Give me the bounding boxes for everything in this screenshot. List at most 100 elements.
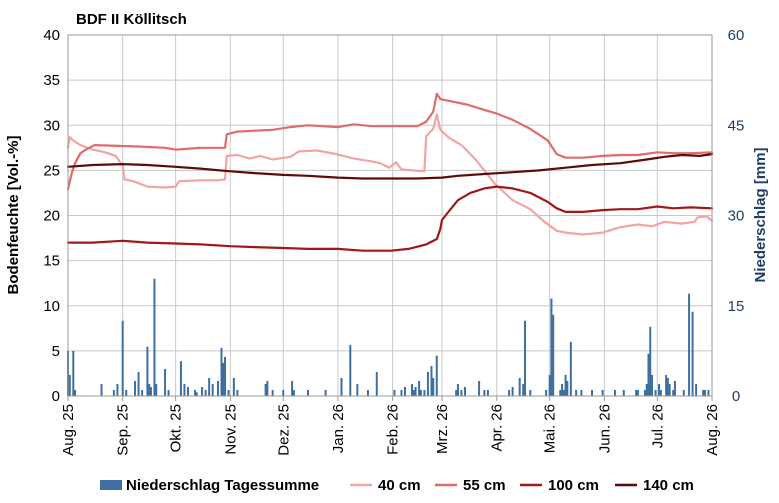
series-line-55-cm [66, 92, 714, 191]
precip-bar [419, 389, 422, 396]
legend-label: Niederschlag Tagessumme [126, 477, 319, 494]
precip-bar [72, 350, 75, 396]
y-tick-label: 35 [43, 72, 60, 89]
precip-bar [211, 383, 214, 396]
precip-bar [455, 389, 458, 396]
precip-bar [340, 377, 343, 396]
y-tick-label: 0 [52, 388, 60, 405]
precip-bar [141, 389, 144, 396]
precip-bar [703, 389, 706, 396]
precip-bar [400, 389, 403, 396]
precip-bar [155, 383, 158, 396]
precip-bar [306, 389, 309, 396]
precip-bar [148, 383, 151, 396]
legend-swatch-precip [100, 480, 122, 490]
precip-bar [137, 371, 140, 396]
precip-bar [271, 389, 274, 396]
precip-bar [414, 386, 417, 396]
x-tick-label: Nov. 25 [222, 404, 239, 455]
precip-bar [349, 344, 352, 396]
precip-bar [649, 326, 652, 396]
precip-bar [195, 392, 198, 396]
x-tick-label: Mrz. 26 [434, 404, 451, 454]
precip-bar [356, 383, 359, 396]
precip-bar [523, 320, 526, 396]
precip-bar [636, 389, 639, 396]
x-tick-label: Jul. 26 [649, 404, 666, 448]
precip-bar [518, 377, 521, 396]
precip-bar [635, 389, 638, 396]
x-tick-label: Mai. 26 [542, 404, 559, 453]
precip-bar [508, 389, 511, 396]
precip-bar [194, 389, 197, 396]
x-tick-label: Jan. 26 [330, 404, 347, 453]
series-line-40-cm [66, 113, 714, 236]
precipitation-bars [67, 278, 710, 396]
precip-bar [569, 341, 572, 396]
precip-bar [125, 389, 128, 396]
precip-bar [412, 389, 415, 396]
precip-bar [179, 361, 182, 396]
precip-bar [665, 374, 668, 396]
precip-bar [622, 389, 625, 396]
precip-bar [666, 377, 669, 396]
x-tick-label: Feb. 26 [385, 404, 402, 455]
x-axis: Aug. 25 Sep. 25 Okt. 25 Nov. 25 Dez. 25 Jan. … [60, 396, 721, 456]
precip-bar [591, 389, 594, 396]
precip-bar [456, 383, 459, 396]
precip-bar [529, 389, 532, 396]
y2-tick-label: 30 [728, 208, 745, 225]
precip-bar [232, 377, 235, 396]
precip-bar [186, 386, 189, 396]
series-line-140-cm [66, 153, 714, 180]
precip-bar [68, 374, 71, 396]
precip-bar [548, 374, 551, 396]
y-axis-left-label: Bodenfeuchte [Vol.-%] [5, 136, 22, 295]
precip-bar [201, 386, 204, 396]
y-tick-label: 10 [43, 298, 60, 315]
precip-bar [559, 389, 562, 396]
precip-bar [100, 383, 103, 396]
x-tick-label: Apr. 26 [489, 404, 506, 452]
legend: Niederschlag Tagessumme 40 cm 55 cm 100 cm 1… [100, 477, 694, 494]
legend-label: 140 cm [643, 477, 694, 494]
precip-bar [227, 389, 230, 396]
precip-bar [673, 380, 676, 396]
precip-bar [645, 383, 648, 396]
precip-bar [483, 389, 486, 396]
precip-bar [478, 380, 481, 396]
precip-bar [550, 298, 553, 396]
precip-bar [375, 371, 378, 396]
y2-tick-label: 15 [728, 298, 745, 315]
precip-bar [702, 389, 705, 396]
precip-bar [691, 311, 694, 396]
precip-bar [613, 389, 616, 396]
precip-bar [552, 314, 555, 396]
precip-bar [167, 389, 170, 396]
x-tick-label: Sep. 25 [115, 404, 132, 456]
precip-bar [511, 386, 514, 396]
plot-frame [67, 34, 713, 397]
precip-bar [486, 389, 489, 396]
x-tick-label: Dez. 25 [275, 404, 292, 456]
y-axis-right-label: Niederschlag [mm] [752, 147, 769, 282]
precip-bar [659, 389, 662, 396]
precip-bar [134, 380, 137, 396]
precip-bar [460, 389, 463, 396]
precip-bar [216, 380, 219, 396]
precip-bar [112, 389, 115, 396]
precip-bar [204, 389, 207, 396]
precip-bar [282, 389, 285, 396]
y2-tick-label: 60 [728, 27, 745, 44]
precip-bar [545, 389, 548, 396]
precip-bar [435, 355, 438, 396]
precip-bar [561, 383, 564, 396]
precip-bar [116, 383, 119, 396]
precip-bar [183, 383, 186, 396]
precip-bar [411, 383, 414, 396]
y-tick-label: 5 [52, 343, 60, 360]
precip-bar [575, 389, 578, 396]
precip-bar [121, 320, 124, 396]
precip-bar [74, 389, 77, 396]
